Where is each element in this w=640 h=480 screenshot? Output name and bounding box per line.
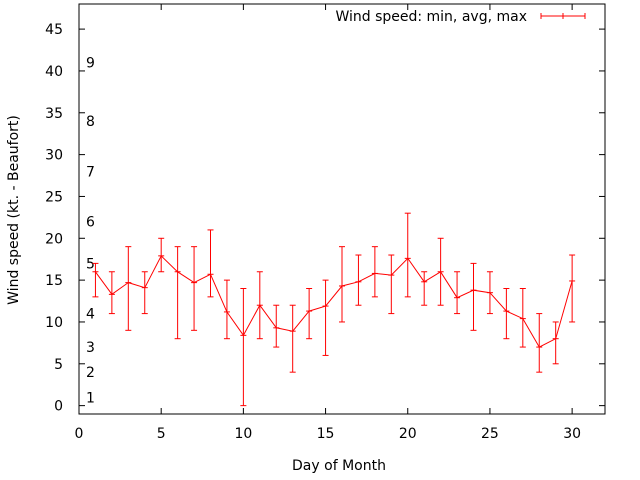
x-axis-label: Day of Month bbox=[292, 458, 386, 474]
beaufort-label: 9 bbox=[86, 56, 95, 72]
error-bar bbox=[207, 229, 214, 298]
y-tick-label: 45 bbox=[45, 22, 63, 38]
y-axis-label: Wind speed (kt. - Beaufort) bbox=[6, 115, 22, 305]
error-bar bbox=[503, 287, 510, 340]
series-line bbox=[94, 255, 573, 348]
error-bar bbox=[388, 254, 395, 315]
x-tick-label: 5 bbox=[157, 426, 166, 442]
legend-label: Wind speed: min, avg, max bbox=[335, 9, 527, 25]
x-tick-labels: 0 5 10 15 20 25 30 bbox=[75, 426, 582, 442]
error-bar bbox=[322, 279, 329, 356]
error-bar bbox=[141, 271, 148, 315]
y-tick-label: 35 bbox=[45, 106, 63, 122]
x-tick-label: 30 bbox=[563, 426, 581, 442]
error-bar bbox=[486, 271, 493, 315]
error-bar bbox=[191, 246, 198, 331]
beaufort-label: 8 bbox=[86, 114, 95, 130]
error-bar bbox=[454, 271, 461, 315]
error-bar bbox=[92, 262, 99, 298]
error-bar bbox=[519, 287, 526, 348]
x-tick-label: 0 bbox=[75, 426, 84, 442]
error-bar bbox=[339, 246, 345, 323]
legend-sample bbox=[540, 13, 586, 19]
error-bar bbox=[256, 271, 263, 340]
error-bar bbox=[174, 246, 181, 340]
y-tick-label: 5 bbox=[54, 357, 63, 373]
y-tick-label: 10 bbox=[45, 315, 63, 331]
error-bar bbox=[223, 279, 230, 340]
y-tick-label: 40 bbox=[45, 64, 63, 80]
beaufort-label: 4 bbox=[86, 307, 95, 323]
y-tick-label: 30 bbox=[45, 148, 63, 164]
error-bar bbox=[437, 237, 444, 306]
series-layer bbox=[92, 212, 576, 407]
error-bar bbox=[552, 321, 559, 365]
axis-ticks bbox=[78, 4, 605, 414]
x-tick-label: 10 bbox=[234, 426, 252, 442]
beaufort-label: 5 bbox=[86, 256, 95, 272]
y-tick-label: 0 bbox=[54, 399, 63, 415]
error-bar bbox=[289, 304, 296, 373]
error-bar bbox=[273, 304, 280, 348]
x-tick-label: 25 bbox=[481, 426, 499, 442]
error-bar bbox=[108, 271, 115, 315]
error-bar bbox=[355, 254, 362, 306]
plot-frame bbox=[78, 3, 606, 415]
error-bar bbox=[421, 271, 428, 306]
beaufort-label: 6 bbox=[86, 215, 95, 231]
x-tick-label: 15 bbox=[317, 426, 335, 442]
error-bar bbox=[404, 212, 411, 298]
error-bar bbox=[240, 287, 247, 407]
error-bar bbox=[158, 237, 165, 273]
y-tick-labels: 0 5 10 15 20 25 30 35 40 45 bbox=[45, 22, 63, 415]
beaufort-label: 7 bbox=[86, 164, 95, 180]
error-bar bbox=[569, 254, 576, 323]
error-bar bbox=[536, 313, 543, 373]
x-tick-label: 20 bbox=[399, 426, 417, 442]
y-tick-label: 20 bbox=[45, 231, 63, 247]
error-bar bbox=[125, 246, 132, 331]
error-bar bbox=[306, 287, 313, 340]
beaufort-label: 1 bbox=[86, 390, 95, 406]
error-bar bbox=[470, 262, 477, 331]
y-tick-label: 25 bbox=[45, 189, 63, 205]
beaufort-scale-labels: 1 2 3 4 5 6 7 8 9 bbox=[86, 56, 95, 407]
beaufort-label: 3 bbox=[86, 340, 95, 356]
legend: Wind speed: min, avg, max bbox=[335, 9, 586, 25]
beaufort-label: 2 bbox=[86, 365, 95, 381]
y-tick-label: 15 bbox=[45, 273, 63, 289]
error-bar bbox=[371, 246, 378, 298]
